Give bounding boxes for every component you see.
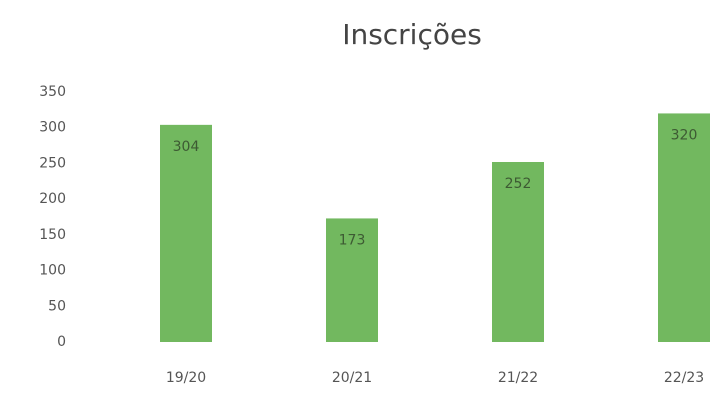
y-tick-label: 250 — [39, 155, 66, 171]
x-tick-label: 19/20 — [166, 370, 206, 386]
x-tick-label: 20/21 — [332, 370, 372, 386]
y-tick-label: 200 — [39, 191, 66, 207]
y-tick-label: 150 — [39, 227, 66, 243]
chart-title: Inscrições — [342, 18, 482, 51]
data-label: 320 — [671, 127, 698, 143]
y-tick-label: 300 — [39, 120, 66, 136]
y-tick-label: 50 — [48, 298, 66, 314]
x-tick-label: 21/22 — [498, 370, 538, 386]
data-label: 252 — [505, 176, 532, 192]
data-label: 173 — [339, 232, 366, 248]
data-label: 304 — [173, 139, 200, 155]
y-tick-label: 100 — [39, 263, 66, 279]
bar — [658, 113, 710, 342]
y-tick-label: 0 — [57, 334, 66, 350]
bar — [160, 124, 212, 342]
bar — [326, 218, 378, 342]
bar — [492, 162, 544, 342]
y-tick-label: 350 — [39, 84, 66, 100]
x-tick-label: 22/23 — [664, 370, 704, 386]
